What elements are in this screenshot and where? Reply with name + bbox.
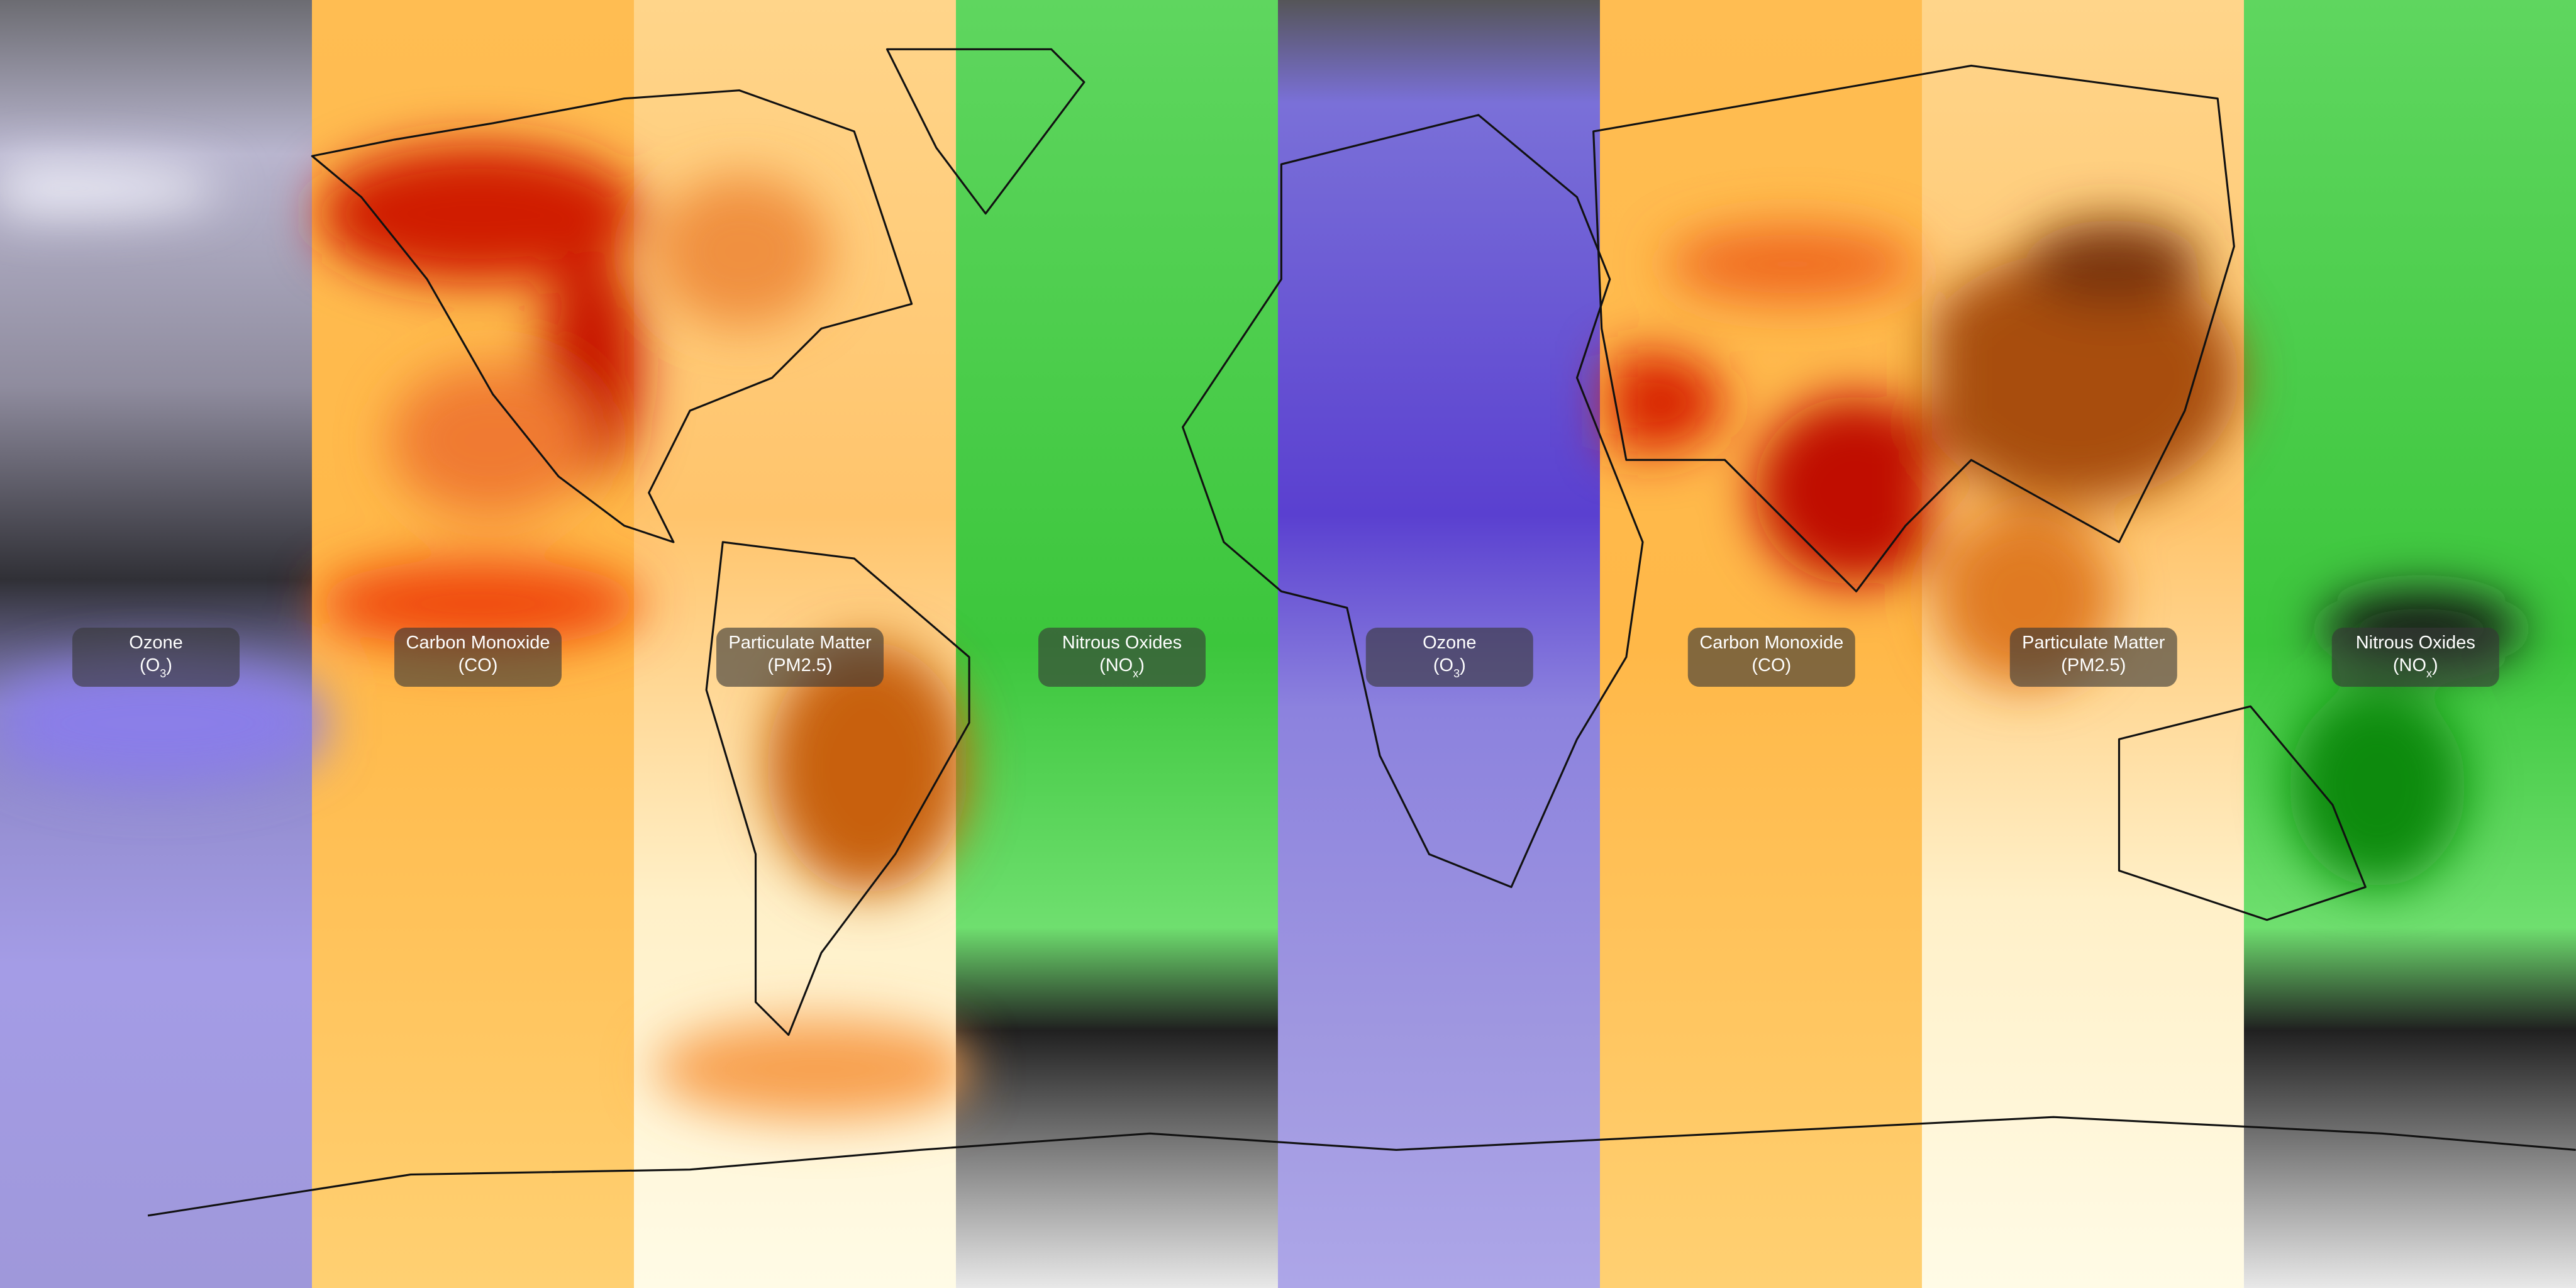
pollutant-label: Particulate Matter(PM2.5) [2009, 628, 2177, 687]
label-box [716, 628, 884, 687]
label-box [2331, 628, 2499, 687]
label-name: Ozone [1423, 633, 1476, 653]
south-america [705, 541, 970, 1036]
label-formula: (NOx) [2393, 655, 2438, 680]
label-formula: (O3) [140, 655, 172, 680]
label-formula: (PM2.5) [767, 655, 832, 675]
pollutant-label: Carbon Monoxide(CO) [1687, 628, 1855, 687]
label-box [1038, 628, 1206, 687]
label-formula: (CO) [458, 655, 498, 675]
formula-close: ) [1138, 655, 1145, 675]
formula: (O [1433, 655, 1453, 675]
australia [2118, 705, 2367, 921]
formula-subscript: 3 [1453, 667, 1460, 680]
pollutant-label: Ozone(O3) [1365, 628, 1533, 687]
north-america [311, 89, 913, 543]
formula: (CO) [458, 655, 498, 675]
label-name: Particulate Matter [2022, 633, 2165, 653]
label-formula: (CO) [1752, 655, 1791, 675]
antarctica [147, 1116, 2576, 1217]
formula: (PM2.5) [2061, 655, 2126, 675]
formula: (PM2.5) [767, 655, 832, 675]
formula: (CO) [1752, 655, 1791, 675]
concentration-plumes [0, 145, 2522, 1119]
asia [1592, 64, 2235, 592]
label-name: Carbon Monoxide [1699, 633, 1843, 653]
pollutant-label: Ozone(O3) [72, 628, 240, 687]
formula-close: ) [1460, 655, 1466, 675]
label-box [394, 628, 562, 687]
formula: (O [140, 655, 160, 675]
label-formula: (O3) [1433, 655, 1466, 680]
labels: Ozone(O3)Carbon Monoxide(CO)Particulate … [72, 628, 2499, 687]
europe-africa [1182, 114, 1644, 889]
greenland [886, 48, 1085, 215]
label-box [72, 628, 240, 687]
label-name: Carbon Monoxide [406, 633, 550, 653]
label-box [2009, 628, 2177, 687]
formula: (NO [1099, 655, 1133, 675]
formula-subscript: x [2426, 667, 2432, 680]
label-box [1365, 628, 1533, 687]
label-name: Nitrous Oxides [1062, 633, 1182, 653]
pollutant-label: Nitrous Oxides(NOx) [2331, 628, 2499, 687]
formula: (NO [2393, 655, 2426, 675]
formula-close: ) [2432, 655, 2438, 675]
label-name: Ozone [129, 633, 182, 653]
coastlines [147, 48, 2576, 1217]
pollutant-label: Particulate Matter(PM2.5) [716, 628, 884, 687]
label-name: Particulate Matter [728, 633, 872, 653]
label-formula: (NOx) [1099, 655, 1145, 680]
pollutant-label: Nitrous Oxides(NOx) [1038, 628, 1206, 687]
label-formula: (PM2.5) [2061, 655, 2126, 675]
label-name: Nitrous Oxides [2356, 633, 2475, 653]
pollutant-label: Carbon Monoxide(CO) [394, 628, 562, 687]
label-box [1687, 628, 1855, 687]
formula-close: ) [166, 655, 172, 675]
formula-subscript: 3 [160, 667, 166, 680]
formula-subscript: x [1133, 667, 1138, 680]
